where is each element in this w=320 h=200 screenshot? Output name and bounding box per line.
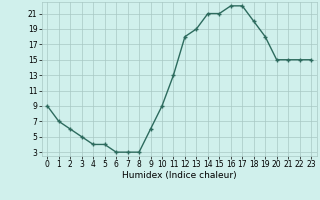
X-axis label: Humidex (Indice chaleur): Humidex (Indice chaleur) [122, 171, 236, 180]
